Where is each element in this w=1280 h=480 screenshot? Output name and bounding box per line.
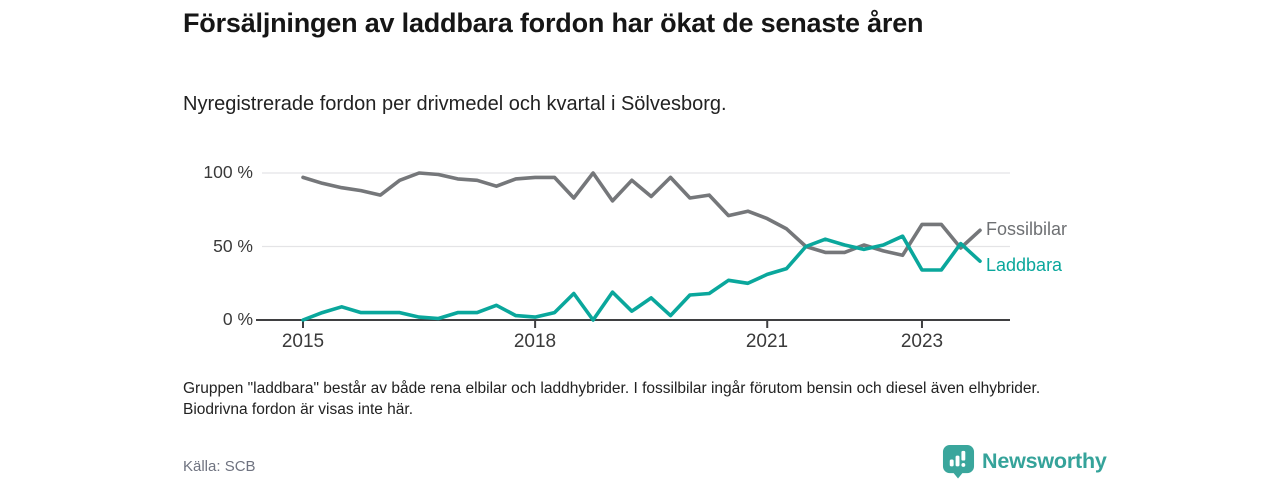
page-title: Försäljningen av laddbara fordon har öka… — [183, 8, 924, 38]
y-axis-tick-label: 100 % — [203, 162, 253, 182]
x-axis-tick-label: 2021 — [745, 331, 789, 352]
x-axis-tick-label: 2023 — [900, 331, 944, 352]
series-label-fossilbilar: Fossilbilar — [986, 219, 1068, 239]
series-label-laddbara: Laddbara — [986, 255, 1063, 275]
laddbara-line — [301, 234, 982, 322]
newsworthy-logo: Newsworthy — [942, 444, 1107, 479]
x-axis-tick-label: 2018 — [513, 331, 557, 352]
chart-subtitle: Nyregistrerade fordon per drivmedel och … — [183, 93, 727, 115]
chart-footnote: Gruppen "laddbara" består av både rena e… — [183, 380, 1041, 418]
fossilbilar-line — [301, 171, 982, 258]
y-axis-tick-label: 0 % — [222, 309, 253, 329]
bar-chart-speech-bubble-icon — [942, 444, 975, 479]
x-axis-tick-label: 2015 — [281, 331, 325, 352]
y-axis-tick-label: 50 % — [213, 236, 253, 256]
brand-name: Newsworthy — [982, 449, 1107, 473]
source-attribution: Källa: SCB — [183, 458, 256, 475]
